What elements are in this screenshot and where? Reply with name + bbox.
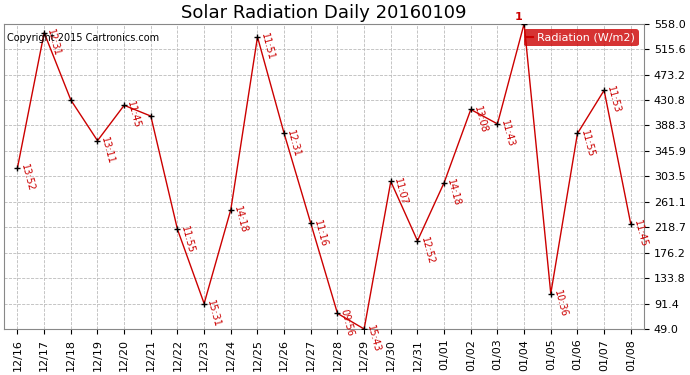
Text: 12:52: 12:52 xyxy=(419,236,436,266)
Text: 11:43: 11:43 xyxy=(499,119,515,148)
Text: 11:16: 11:16 xyxy=(312,219,329,248)
Title: Solar Radiation Daily 20160109: Solar Radiation Daily 20160109 xyxy=(181,4,467,22)
Text: 14:18: 14:18 xyxy=(446,178,462,207)
Text: 15:31: 15:31 xyxy=(206,298,222,328)
Text: Copyright 2015 Cartronics.com: Copyright 2015 Cartronics.com xyxy=(8,33,159,43)
Text: 13:52: 13:52 xyxy=(19,163,36,192)
Text: 11:55: 11:55 xyxy=(579,129,595,158)
Text: 11:55: 11:55 xyxy=(179,225,196,254)
Text: 11:45: 11:45 xyxy=(126,100,142,130)
Text: 10:36: 10:36 xyxy=(552,289,569,318)
Text: 11:07: 11:07 xyxy=(392,177,409,206)
Text: 11:53: 11:53 xyxy=(605,85,622,115)
Text: 09:56: 09:56 xyxy=(339,308,355,338)
Text: 1: 1 xyxy=(515,12,522,22)
Text: 12:31: 12:31 xyxy=(46,28,62,57)
Legend: Radiation (W/m2): Radiation (W/m2) xyxy=(524,29,638,46)
Text: 11:45: 11:45 xyxy=(632,219,649,249)
Text: 13:08: 13:08 xyxy=(472,105,489,134)
Text: 13:11: 13:11 xyxy=(99,136,116,165)
Text: 14:18: 14:18 xyxy=(232,205,249,234)
Text: 12:31: 12:31 xyxy=(286,129,302,158)
Text: 11:51: 11:51 xyxy=(259,32,276,62)
Text: 15:43: 15:43 xyxy=(366,324,382,354)
